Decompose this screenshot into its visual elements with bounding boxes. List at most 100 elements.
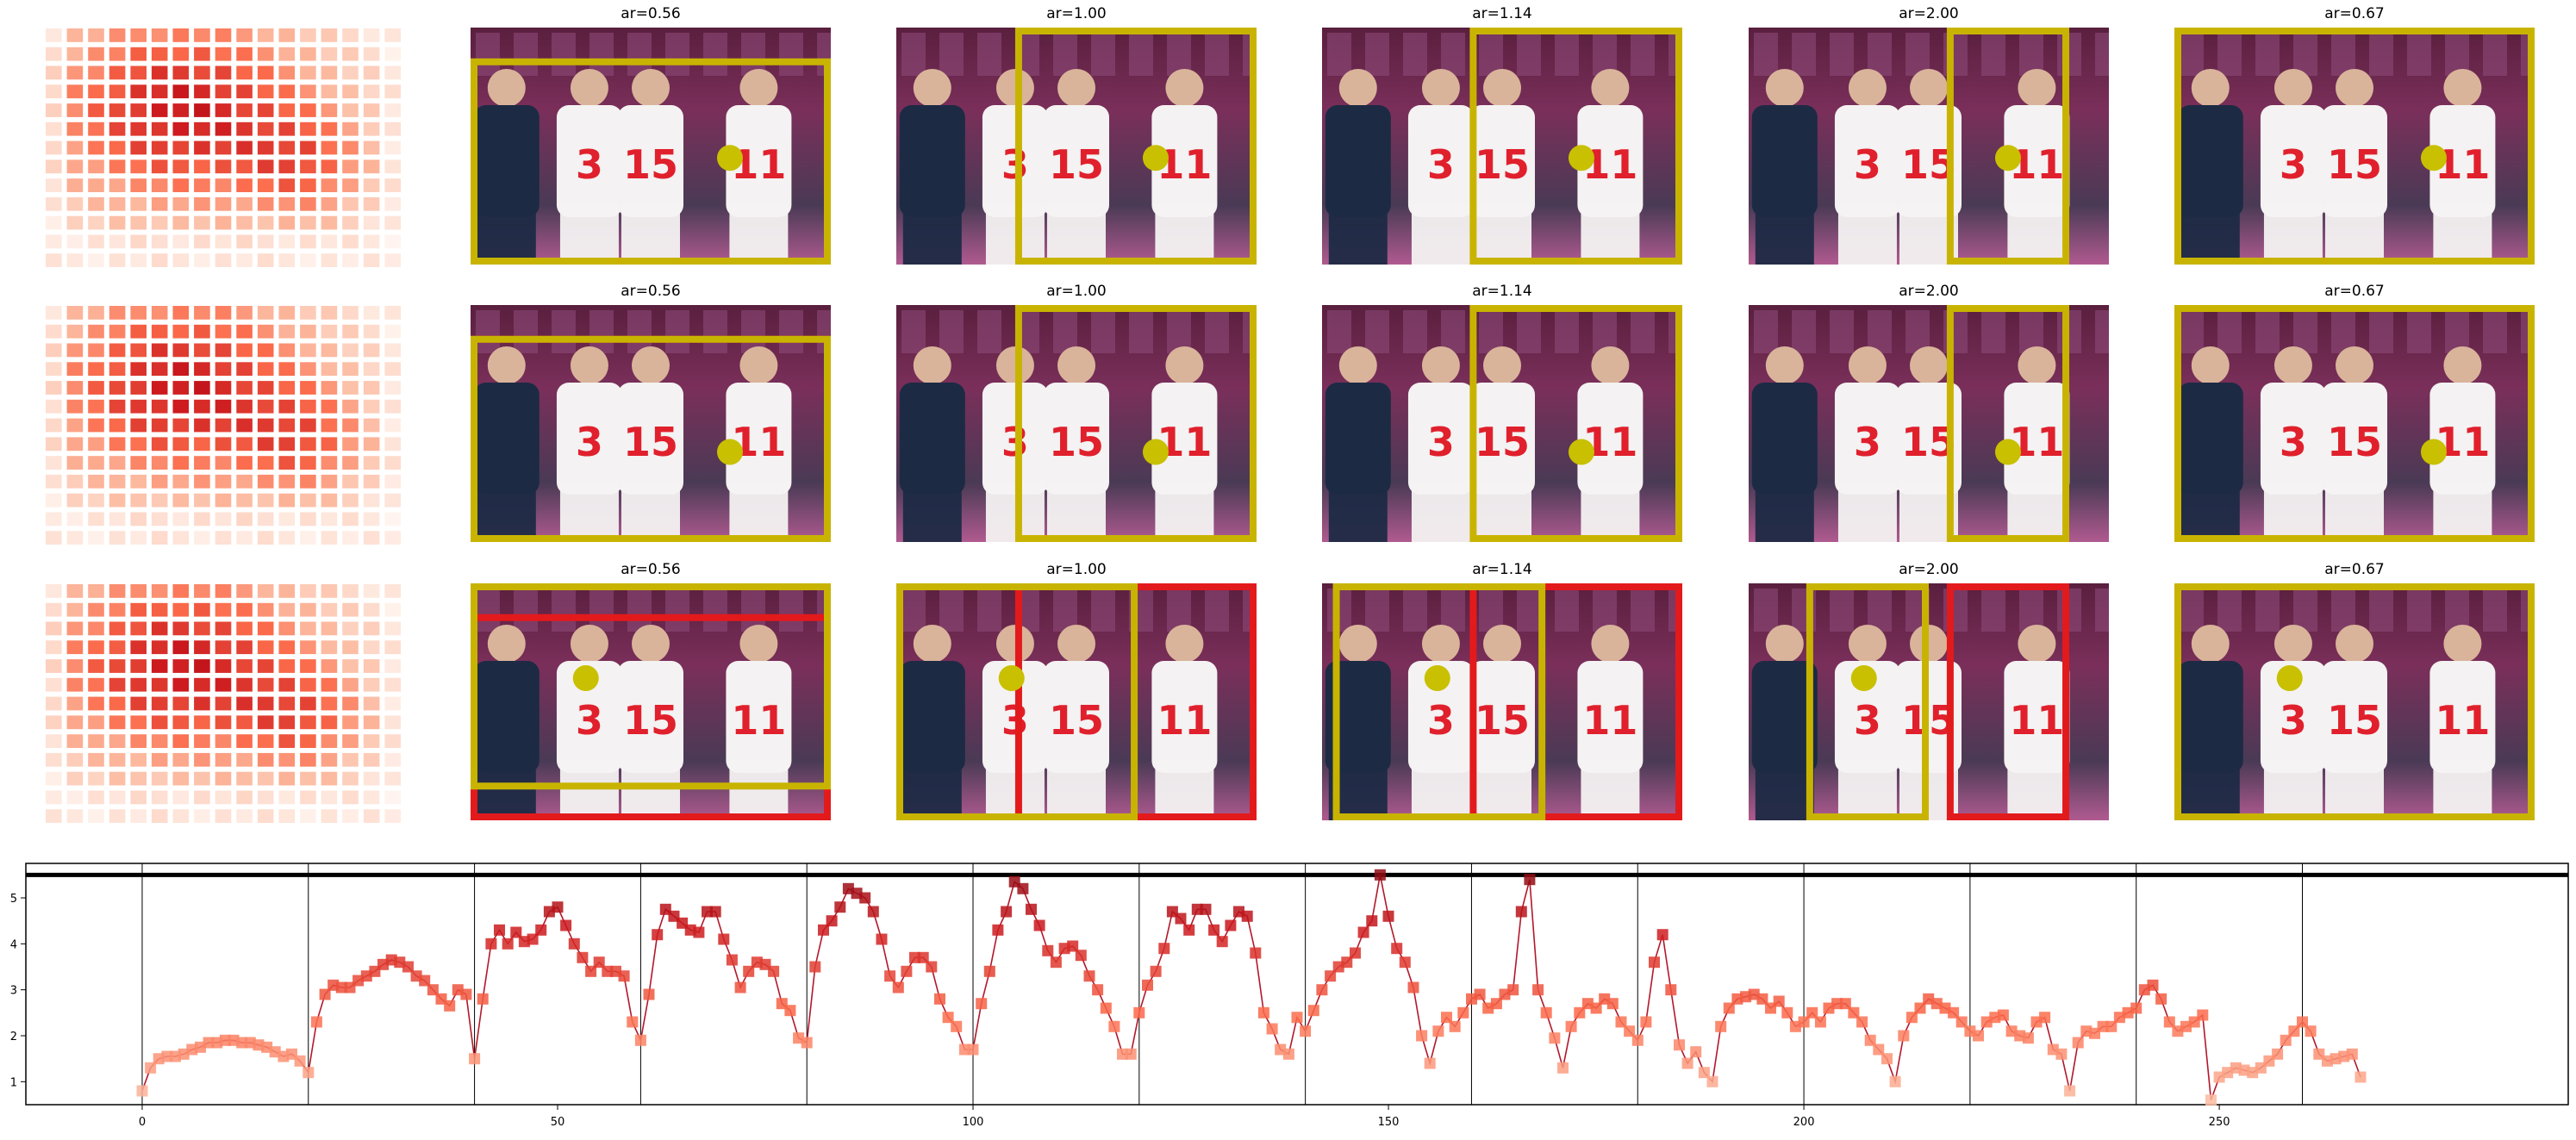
crop-box-red [1946, 583, 2070, 820]
heatmap-cell [46, 659, 62, 673]
heatmap-cell [321, 215, 338, 230]
heatmap-cell [194, 47, 210, 61]
player-jersey [618, 383, 683, 495]
heatmap-cell [384, 531, 401, 545]
heatmap-cell [46, 602, 62, 617]
player-jersey [1325, 661, 1391, 773]
heatmap-cell [321, 234, 338, 249]
data-point [826, 915, 838, 927]
player-jersey [2260, 105, 2326, 217]
player-shorts [1411, 760, 1470, 820]
heatmap-cell [342, 381, 359, 395]
player-jersey [1325, 105, 1391, 217]
data-point [1681, 1057, 1693, 1069]
data-point [2346, 1048, 2358, 1060]
arena-stand [2255, 310, 2280, 353]
player-jersey [1151, 383, 1218, 495]
heatmap-cell [109, 121, 126, 136]
heatmap-panel [46, 28, 401, 267]
heatmap-cell [257, 306, 274, 320]
heatmap-cell [151, 456, 168, 470]
data-point [1839, 998, 1851, 1010]
heatmap-cell [257, 531, 274, 545]
player-head [739, 625, 778, 663]
data-point [1026, 903, 1037, 915]
arena-stand [939, 310, 964, 353]
jersey-number: 11 [2435, 697, 2490, 744]
heatmap-cell [130, 752, 147, 767]
photo-panel: 3 15 11 [1322, 583, 1682, 820]
heatmap-cell [46, 140, 62, 155]
heatmap-cell [257, 196, 274, 211]
data-point [145, 1062, 157, 1074]
data-point [1133, 1006, 1145, 1019]
heatmap-cell [384, 399, 401, 414]
heatmap-cell [151, 121, 168, 136]
heatmap-cell [236, 734, 253, 748]
heatmap-cell [130, 512, 147, 526]
player-jersey [2177, 105, 2243, 217]
heatmap-cell [66, 121, 84, 136]
arena-stand [2483, 310, 2507, 353]
arena-stand [1631, 33, 1655, 76]
heatmap-cell [109, 65, 126, 80]
player-jersey [2322, 383, 2387, 495]
data-point [1075, 950, 1087, 962]
player-shorts [1581, 760, 1640, 820]
data-point [1341, 956, 1353, 969]
player-shorts [2433, 760, 2492, 820]
player-head [1057, 69, 1095, 107]
heatmap-cell [363, 159, 380, 174]
heatmap-cell [236, 84, 253, 99]
heatmap-cell [278, 584, 296, 598]
heatmap-cell [109, 790, 126, 805]
arena-stand [2095, 310, 2109, 353]
heatmap-cell [236, 474, 253, 489]
heatmap-cell [194, 178, 210, 192]
panel-title: ar=1.14 [1472, 283, 1532, 300]
heatmap-cell [109, 159, 126, 174]
data-point [652, 929, 664, 941]
heatmap-cell [66, 659, 84, 673]
heatmap-cell [300, 253, 316, 267]
heatmap-cell [172, 65, 190, 80]
heatmap-cell [151, 640, 168, 655]
heatmap-cell [109, 306, 126, 320]
heatmap-cell [130, 621, 147, 636]
arena-stand [1167, 33, 1191, 76]
heatmap-cell [236, 715, 253, 730]
data-point [1449, 1020, 1461, 1032]
heatmap-cell [321, 474, 338, 489]
arena-stand [627, 33, 652, 76]
data-point [1540, 1006, 1552, 1019]
data-point [1615, 1016, 1627, 1028]
arena-stand [665, 589, 689, 632]
heatmap-cell [257, 159, 274, 174]
player-head [1848, 625, 1887, 663]
player-jersey [899, 105, 965, 217]
heatmap-cell [384, 493, 401, 508]
heatmap-cell [236, 28, 253, 42]
player-shorts [2263, 204, 2323, 265]
crop-box-yellow [471, 335, 831, 542]
player-head [1910, 69, 1948, 107]
player-jersey [726, 661, 792, 773]
heatmap-cell [88, 677, 104, 692]
data-point [469, 1053, 481, 1065]
player-jersey [2260, 383, 2326, 495]
heatmap-cell [194, 584, 210, 598]
heatmap-cell [66, 531, 84, 545]
heatmap-cell [88, 399, 104, 414]
jersey-number: 3 [1427, 141, 1455, 188]
heatmap-cell [278, 65, 296, 80]
panel-title: ar=0.67 [2324, 5, 2385, 22]
arena-stand [2293, 589, 2317, 632]
heatmap-cell [321, 715, 338, 730]
data-point [1557, 1062, 1569, 1074]
heatmap-cell [172, 103, 190, 117]
data-point [1955, 1016, 1968, 1028]
heatmap-cell [215, 437, 232, 452]
player-shorts [2007, 760, 2067, 820]
heatmap-cell [300, 381, 316, 395]
heatmap-cell [194, 790, 210, 805]
